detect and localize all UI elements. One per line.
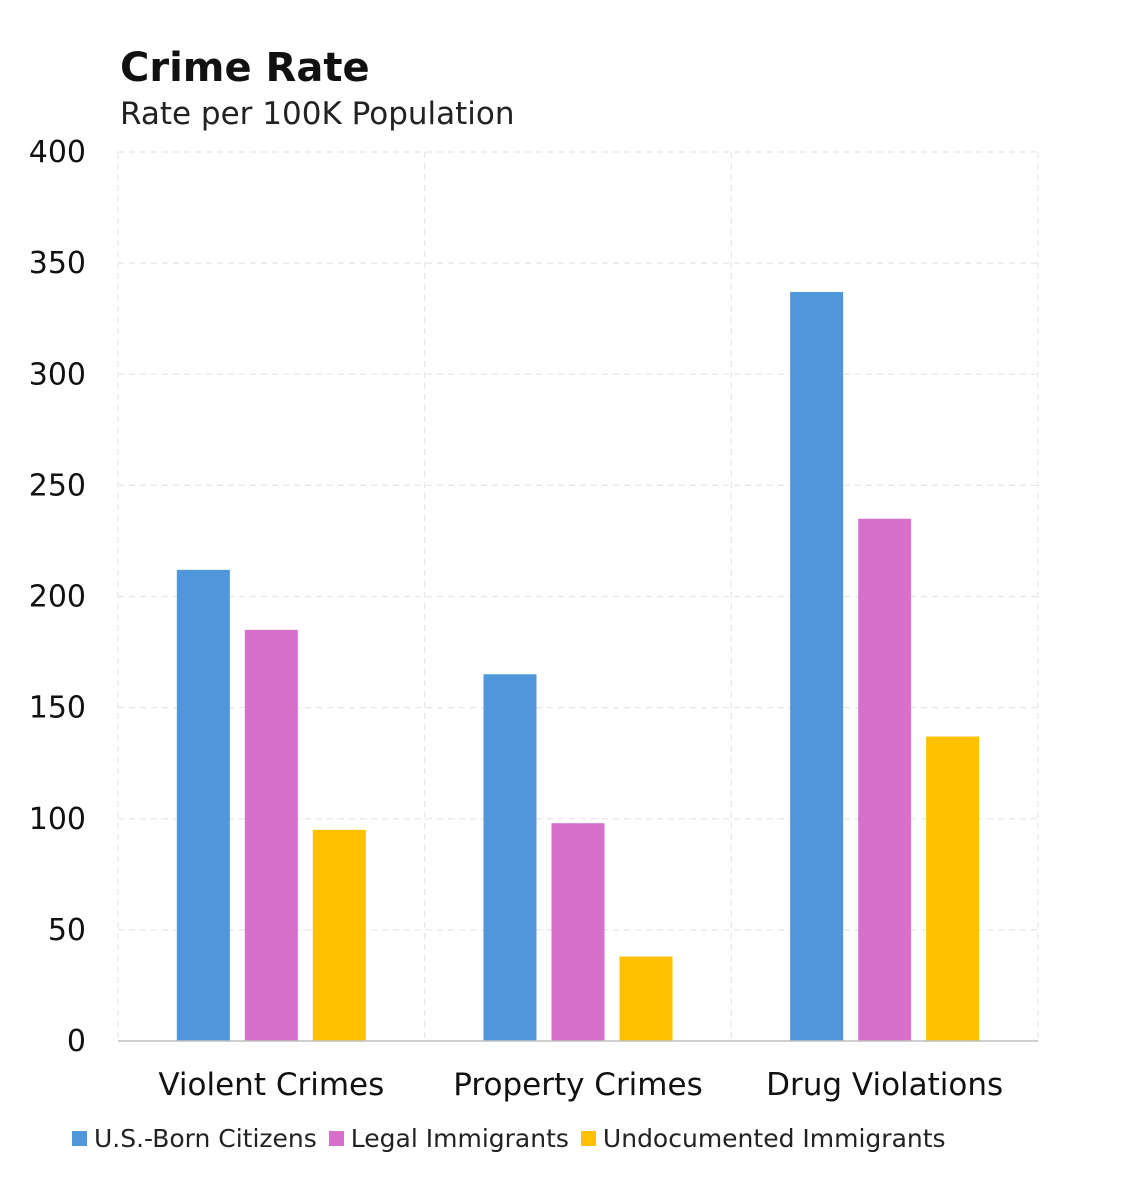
- legend-label: Undocumented Immigrants: [602, 1124, 946, 1153]
- y-tick-label: 250: [29, 468, 86, 503]
- gridlines: [117, 151, 1039, 1041]
- y-tick-label: 0: [67, 1024, 86, 1059]
- bar: [619, 956, 673, 1041]
- bar: [926, 736, 980, 1041]
- y-tick-label: 300: [29, 357, 86, 392]
- y-tick-label: 150: [29, 691, 86, 726]
- bar: [312, 829, 366, 1041]
- x-tick-label: Drug Violations: [766, 1067, 1003, 1103]
- bar: [244, 629, 298, 1041]
- legend-swatch: [580, 1131, 596, 1146]
- bar: [858, 518, 912, 1041]
- bars: [176, 292, 980, 1042]
- legend-item-legal: Legal Immigrants: [328, 1124, 569, 1153]
- legend-label: U.S.-Born Citizens: [94, 1124, 317, 1153]
- y-axis: 0 50 100 150 200 250 300 350 400: [29, 135, 86, 1059]
- y-tick-label: 350: [29, 246, 86, 281]
- bar: [176, 569, 230, 1041]
- x-axis: Violent Crimes Property Crimes Drug Violat…: [118, 1040, 1038, 1103]
- legend-swatch: [72, 1131, 87, 1146]
- x-tick-label: Property Crimes: [453, 1067, 702, 1103]
- chart-title: Crime Rate: [120, 45, 370, 91]
- chart-subtitle: Rate per 100K Population: [120, 96, 515, 132]
- y-tick-label: 200: [29, 580, 86, 615]
- legend-item-undocumented: Undocumented Immigrants: [580, 1124, 946, 1153]
- y-tick-label: 50: [48, 913, 86, 948]
- legend-label: Legal Immigrants: [350, 1124, 569, 1153]
- bar: [551, 823, 605, 1041]
- legend: U.S.-Born Citizens Legal Immigrants Undo…: [72, 1124, 946, 1153]
- legend-swatch: [328, 1131, 344, 1146]
- bar: [790, 292, 844, 1042]
- bar: [483, 674, 537, 1041]
- legend-item-us-born: U.S.-Born Citizens: [72, 1124, 317, 1153]
- y-tick-label: 400: [29, 135, 86, 170]
- x-tick-label: Violent Crimes: [158, 1067, 384, 1103]
- y-tick-label: 100: [29, 802, 86, 837]
